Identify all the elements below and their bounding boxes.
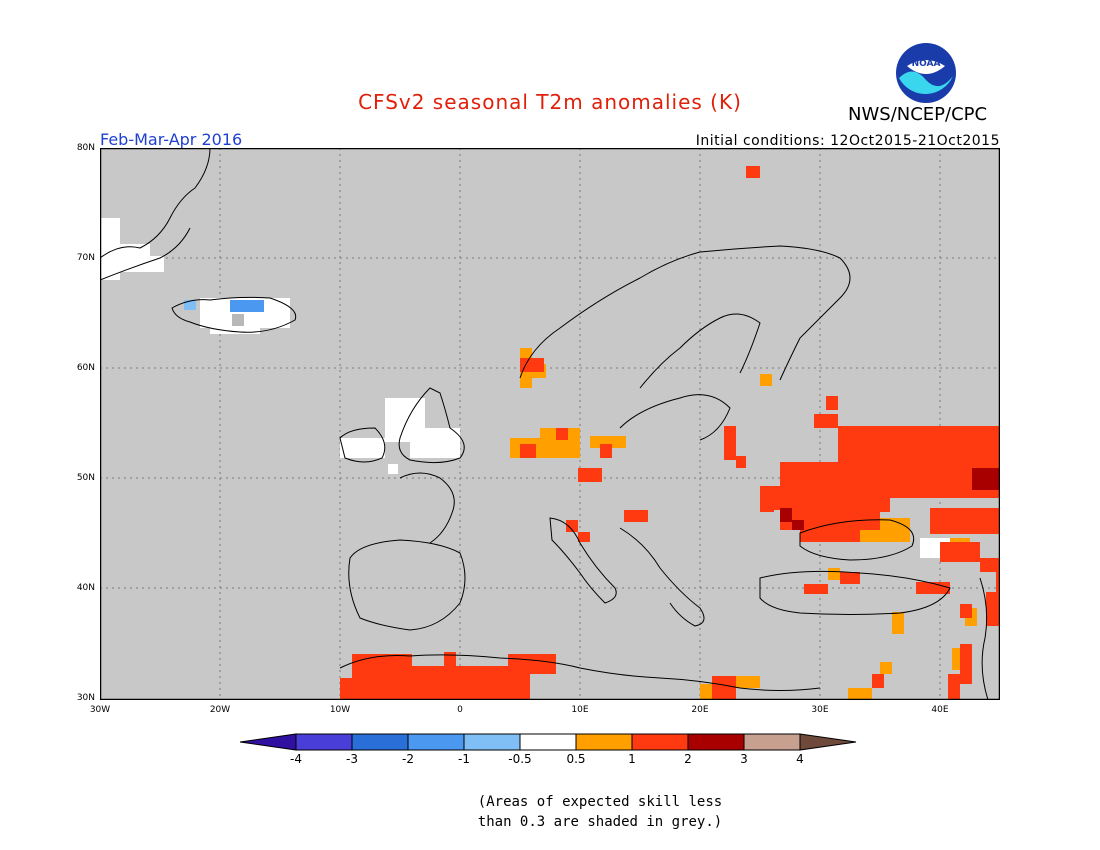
colorbar-label: 0.5 — [566, 752, 586, 766]
lat-label: 40N — [76, 583, 95, 593]
lat-label: 80N — [76, 143, 95, 153]
lon-label: 30E — [811, 705, 829, 715]
lon-label: 40E — [931, 705, 949, 715]
noaa-logo: NOAA — [895, 42, 957, 104]
anomaly-2-3-areas — [780, 468, 1000, 530]
lon-label: 0 — [457, 705, 463, 715]
agency-label: NWS/NCEP/CPC — [848, 104, 988, 125]
lon-label: 10E — [571, 705, 589, 715]
colorbar-segment — [407, 733, 465, 751]
colorbar-arrow-right — [799, 733, 857, 751]
colorbar-segment — [631, 733, 689, 751]
colorbar-arrow-left — [240, 733, 297, 751]
map-frame — [100, 148, 1000, 700]
colorbar-label: -3 — [346, 752, 358, 766]
lat-label: 70N — [76, 253, 95, 263]
forecast-period: Feb-Mar-Apr 2016 — [100, 130, 243, 149]
lon-label: 30W — [89, 705, 111, 715]
colorbar-label: -4 — [290, 752, 302, 766]
map-background — [100, 148, 1000, 700]
lon-label: 20E — [691, 705, 709, 715]
colorbar-segment — [295, 733, 353, 751]
colorbar-label: -2 — [402, 752, 414, 766]
colorbar — [240, 733, 857, 751]
colorbar-segment — [743, 733, 801, 751]
map-title: CFSv2 seasonal T2m anomalies (K) — [358, 90, 742, 114]
colorbar-segment — [687, 733, 745, 751]
colorbar-segment — [519, 733, 577, 751]
near-normal-areas — [100, 218, 960, 558]
initial-conditions: Initial conditions: 12Oct2015-21Oct2015 — [695, 133, 1000, 149]
cold-anomaly-areas — [184, 300, 264, 326]
colorbar-segment — [463, 733, 521, 751]
colorbar-label: 1 — [628, 752, 636, 766]
colorbar-segment — [575, 733, 633, 751]
skill-note: (Areas of expected skill less than 0.3 a… — [0, 792, 1100, 832]
lat-label: 30N — [76, 693, 95, 703]
colorbar-label: -0.5 — [508, 752, 532, 766]
colorbar-segment — [351, 733, 409, 751]
colorbar-label: 2 — [684, 752, 692, 766]
anomaly-map — [100, 148, 1000, 700]
colorbar-label: 4 — [796, 752, 804, 766]
lat-label: 50N — [76, 473, 95, 483]
noaa-logo-text: NOAA — [912, 59, 941, 69]
note-line: (Areas of expected skill less — [477, 794, 723, 810]
coastlines — [100, 148, 989, 700]
lon-label: 10W — [329, 705, 351, 715]
lat-label: 60N — [76, 363, 95, 373]
colorbar-label: -1 — [458, 752, 470, 766]
colorbar-label: 3 — [740, 752, 748, 766]
note-line: than 0.3 are shaded in grey.) — [477, 814, 723, 830]
lon-label: 20W — [209, 705, 231, 715]
